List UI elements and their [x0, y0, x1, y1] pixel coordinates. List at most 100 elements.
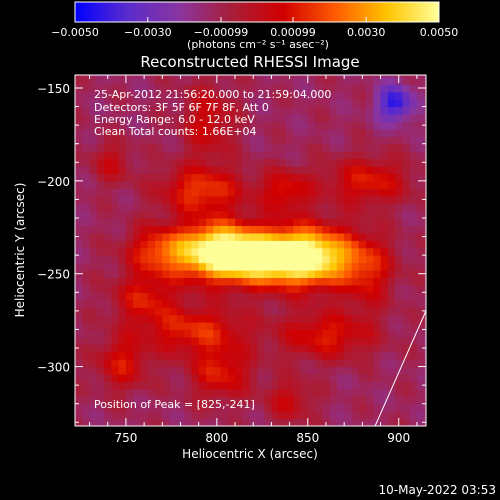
heatmap-cell [82, 195, 91, 204]
heatmap-cell [336, 351, 345, 360]
heatmap-cell [402, 359, 411, 368]
heatmap-cell [264, 411, 273, 420]
heatmap-cell [118, 374, 127, 383]
heatmap-cell [409, 166, 418, 175]
heatmap-cell [184, 359, 192, 368]
heatmap-cell [344, 299, 353, 308]
colorbar-units-label: (photons cm⁻² s⁻¹ asec⁻²) [187, 38, 329, 51]
heatmap-cell [205, 166, 214, 175]
heatmap-cell [300, 322, 309, 331]
heatmap-cell [329, 75, 338, 78]
heatmap-cell [307, 136, 316, 145]
heatmap-cell [155, 403, 163, 412]
heatmap-cell [293, 173, 302, 182]
heatmap-cell [133, 366, 142, 375]
heatmap-cell [365, 99, 374, 108]
heatmap-cell [409, 374, 418, 383]
heatmap-cell [256, 262, 265, 271]
heatmap-cell [271, 128, 280, 137]
heatmap-cell [155, 359, 163, 368]
heatmap-cell [380, 91, 389, 100]
heatmap-cell [227, 218, 236, 227]
heatmap-cell [395, 374, 403, 383]
heatmap-cell [147, 91, 156, 100]
heatmap-cell [89, 210, 98, 219]
heatmap-cell [235, 292, 243, 301]
heatmap-cell [133, 188, 142, 197]
heatmap-cell [256, 173, 265, 182]
heatmap-cell [118, 210, 127, 219]
heatmap-cell [395, 114, 403, 123]
heatmap-cell [329, 143, 338, 152]
heatmap-cell [264, 374, 273, 383]
heatmap-cell [336, 329, 345, 338]
heatmap-cell [380, 99, 389, 108]
heatmap-cell [169, 388, 178, 397]
heatmap-cell [264, 232, 273, 241]
heatmap-cell [329, 76, 338, 85]
heatmap-cell [264, 284, 273, 293]
heatmap-cell [307, 366, 316, 375]
heatmap-cell [322, 121, 331, 130]
heatmap-cell [380, 128, 389, 137]
heatmap-cell [118, 314, 127, 323]
heatmap-cell [395, 166, 403, 175]
heatmap-cell [278, 180, 287, 189]
heatmap-cell [344, 84, 353, 93]
heatmap-cell [96, 180, 105, 189]
heatmap-cell [387, 255, 396, 264]
heatmap-cell [300, 210, 309, 219]
heatmap-cell [89, 232, 98, 241]
heatmap-cell [402, 388, 411, 397]
heatmap-cell [162, 396, 171, 405]
heatmap-cell [315, 418, 323, 426]
heatmap-cell [235, 329, 243, 338]
heatmap-cell [365, 84, 374, 93]
heatmap-cell [111, 84, 120, 93]
heatmap-cell [140, 121, 149, 130]
heatmap-cell [75, 322, 83, 331]
heatmap-cell [322, 188, 331, 197]
heatmap-cell [256, 411, 265, 420]
heatmap-cell [82, 299, 91, 308]
heatmap-cell [198, 262, 207, 271]
heatmap-cell [285, 240, 294, 249]
heatmap-cell [155, 247, 163, 256]
heatmap-cell [285, 284, 294, 293]
heatmap-cell [220, 188, 229, 197]
heatmap-cell [344, 322, 353, 331]
heatmap-cell [213, 247, 222, 256]
heatmap-cell [242, 218, 251, 227]
heatmap-cell [235, 166, 243, 175]
heatmap-cell [344, 210, 353, 219]
heatmap-cell [125, 76, 134, 85]
heatmap-cell [315, 75, 323, 78]
heatmap-cell [293, 262, 302, 271]
heatmap-cell [191, 388, 200, 397]
heatmap-cell [402, 75, 411, 78]
heatmap-cell [395, 158, 403, 167]
heatmap-cell [213, 314, 222, 323]
heatmap-cell [235, 381, 243, 390]
heatmap-cell [285, 247, 294, 256]
heatmap-cell [365, 106, 374, 115]
heatmap-cell [373, 277, 382, 286]
heatmap-cell [249, 366, 258, 375]
heatmap-cell [162, 411, 171, 420]
heatmap-cell [387, 292, 396, 301]
heatmap-cell [198, 75, 207, 78]
heatmap-cell [322, 106, 331, 115]
heatmap-cell [271, 203, 280, 212]
heatmap-cell [315, 351, 323, 360]
heatmap-cell [198, 195, 207, 204]
heatmap-cell [96, 128, 105, 137]
heatmap-cell [104, 151, 112, 160]
heatmap-cell [395, 403, 403, 412]
heatmap-cell [322, 299, 331, 308]
heatmap-cell [184, 351, 192, 360]
heatmap-cell [227, 374, 236, 383]
heatmap-cell [184, 299, 192, 308]
heatmap-cell [89, 203, 98, 212]
heatmap-cell [133, 91, 142, 100]
heatmap-cell [147, 203, 156, 212]
